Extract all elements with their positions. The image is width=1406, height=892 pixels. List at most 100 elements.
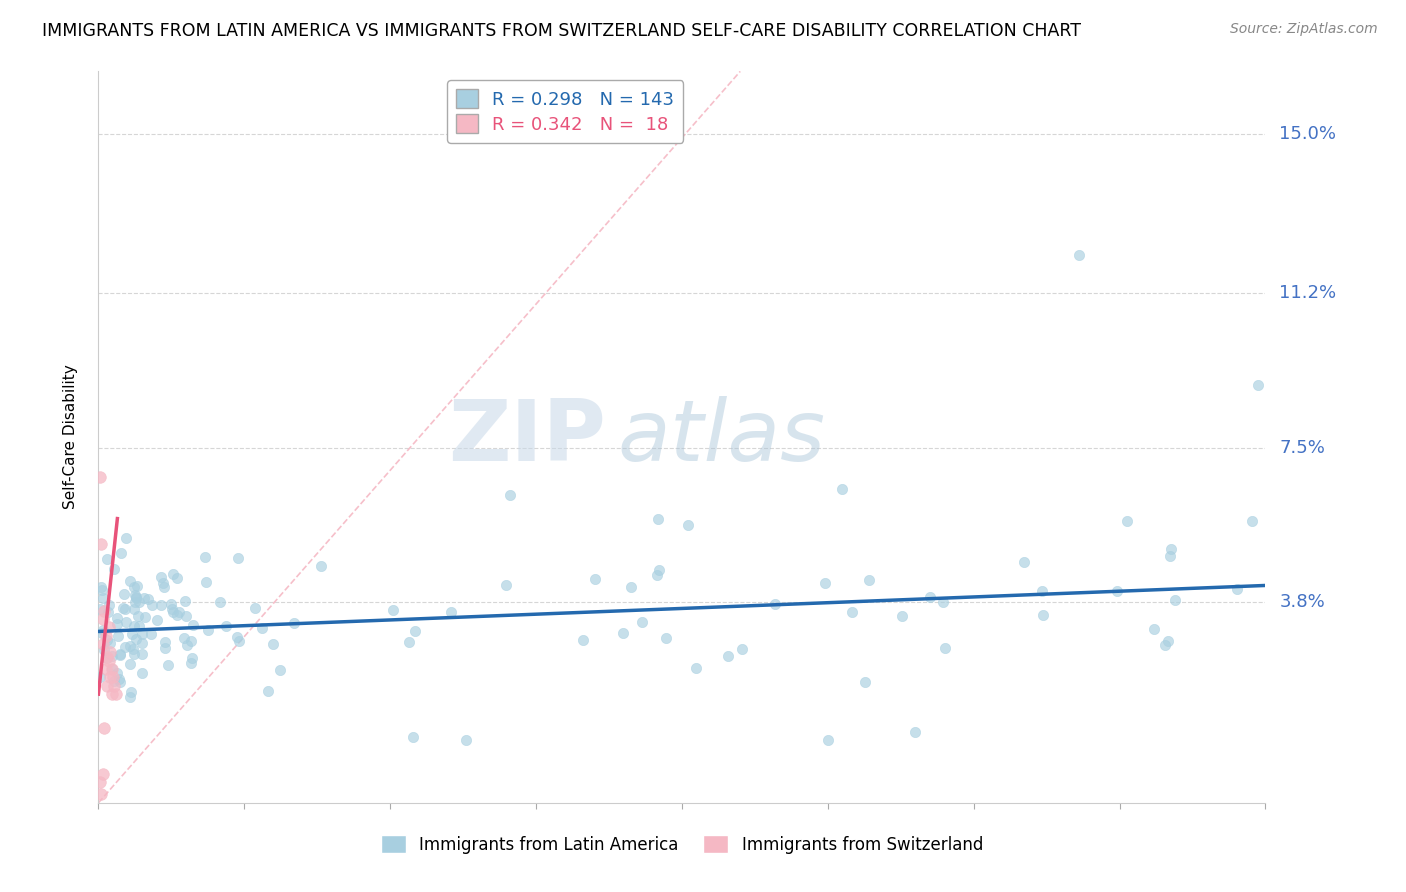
Point <box>91 612 114 626</box>
Point <box>110 648 132 662</box>
Point <box>96 649 118 664</box>
Point <box>183 618 205 632</box>
Point <box>225 630 247 644</box>
Point <box>139 626 162 640</box>
Point <box>934 640 956 655</box>
Legend: Immigrants from Latin America, Immigrants from Switzerland: Immigrants from Latin America, Immigrant… <box>374 829 990 860</box>
Point <box>647 563 669 577</box>
Point <box>93 721 115 735</box>
Point <box>841 605 863 619</box>
Point <box>398 634 420 648</box>
Point <box>96 633 118 648</box>
Point <box>108 674 131 689</box>
Point <box>194 574 217 589</box>
Point <box>166 571 188 585</box>
Point <box>136 592 159 607</box>
Point <box>685 661 707 675</box>
Point <box>120 685 142 699</box>
Y-axis label: Self-Care Disability: Self-Care Disability <box>63 365 77 509</box>
Text: 15.0%: 15.0% <box>1279 125 1336 143</box>
Point <box>160 601 183 615</box>
Point <box>101 648 124 663</box>
Point <box>918 591 941 605</box>
Point <box>115 531 138 545</box>
Point <box>94 662 117 676</box>
Point <box>90 536 112 550</box>
Point <box>194 550 217 565</box>
Point <box>118 574 141 589</box>
Point <box>141 598 163 612</box>
Point <box>619 580 641 594</box>
Point <box>114 602 136 616</box>
Point <box>91 591 114 605</box>
Point <box>131 666 153 681</box>
Point <box>150 570 173 584</box>
Point <box>96 679 118 693</box>
Point <box>124 580 146 594</box>
Point <box>655 632 678 646</box>
Point <box>105 665 128 680</box>
Point <box>91 583 114 598</box>
Point <box>105 616 128 631</box>
Point <box>1160 541 1182 556</box>
Point <box>571 632 593 647</box>
Point <box>98 645 121 659</box>
Point <box>89 775 111 789</box>
Point <box>1116 514 1139 528</box>
Point <box>103 679 125 693</box>
Point <box>103 562 125 576</box>
Point <box>104 687 127 701</box>
Point <box>112 587 135 601</box>
Point <box>283 615 305 630</box>
Point <box>120 657 142 671</box>
Point <box>228 633 250 648</box>
Point <box>118 640 141 654</box>
Point <box>891 608 914 623</box>
Point <box>108 647 131 661</box>
Point <box>125 590 148 604</box>
Point <box>97 654 120 668</box>
Point <box>91 637 114 651</box>
Point <box>814 576 837 591</box>
Point <box>100 687 122 701</box>
Point <box>495 578 517 592</box>
Point <box>1067 248 1090 262</box>
Point <box>146 613 169 627</box>
Point <box>97 620 120 634</box>
Point <box>90 580 112 594</box>
Point <box>124 595 146 609</box>
Point <box>228 551 250 566</box>
Point <box>1163 592 1185 607</box>
Point <box>731 642 754 657</box>
Point <box>149 598 172 612</box>
Point <box>132 591 155 605</box>
Point <box>103 673 125 688</box>
Point <box>262 638 284 652</box>
Text: ZIP: ZIP <box>449 395 606 479</box>
Point <box>97 605 120 619</box>
Point <box>111 600 134 615</box>
Point <box>101 670 124 684</box>
Text: 3.8%: 3.8% <box>1279 593 1324 611</box>
Point <box>122 619 145 633</box>
Point <box>676 518 699 533</box>
Point <box>817 733 839 747</box>
Point <box>124 588 146 602</box>
Point <box>105 611 128 625</box>
Point <box>127 579 149 593</box>
Point <box>1143 622 1166 636</box>
Point <box>159 598 181 612</box>
Point <box>128 619 150 633</box>
Point <box>122 602 145 616</box>
Point <box>131 647 153 661</box>
Point <box>101 663 124 677</box>
Text: 11.2%: 11.2% <box>1279 284 1337 301</box>
Point <box>153 580 176 594</box>
Point <box>215 619 238 633</box>
Point <box>269 663 291 677</box>
Point <box>131 636 153 650</box>
Point <box>256 683 278 698</box>
Point <box>152 576 174 591</box>
Point <box>173 631 195 645</box>
Point <box>404 624 426 639</box>
